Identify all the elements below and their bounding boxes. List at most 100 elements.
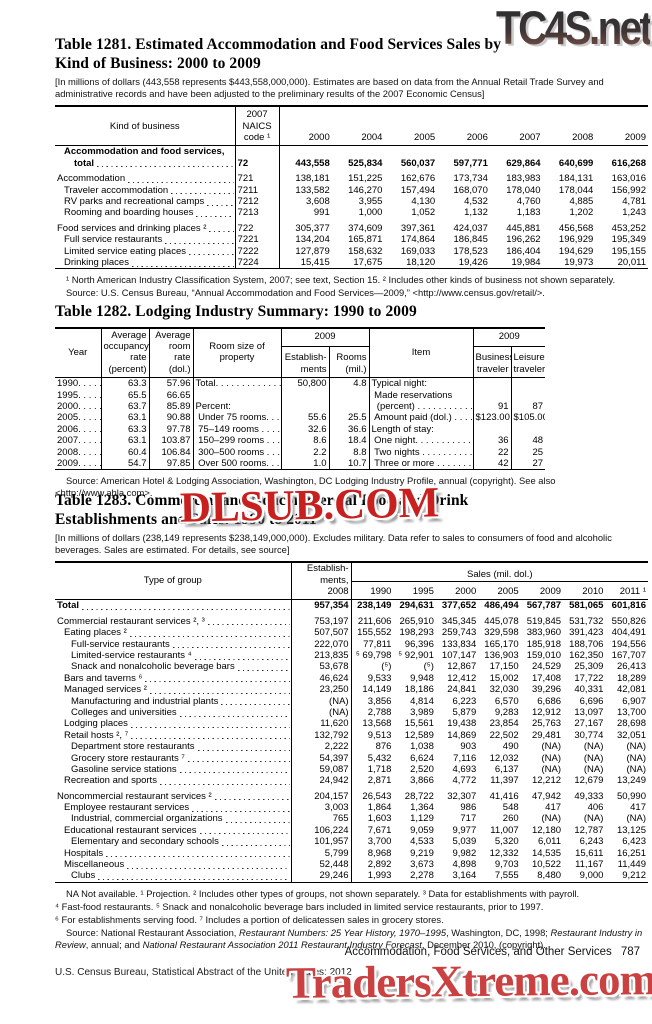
value-cell: 4,130 bbox=[411, 195, 436, 207]
occupancy-cell: 63.7 bbox=[100, 400, 149, 413]
table-row: Grocery store restaurants ⁷ 54,397 5,432 6,… bbox=[55, 752, 648, 764]
label-text: Total bbox=[57, 600, 79, 612]
business-cell: 22 bbox=[472, 446, 512, 458]
label-line: Lodging places bbox=[57, 718, 291, 729]
label-text: Employee restaurant services bbox=[64, 802, 190, 814]
row-label: Department store restaurants bbox=[55, 741, 291, 752]
table-row: Limited-service restaurants ⁴ 213,835 ⁵ 69… bbox=[55, 649, 648, 662]
naics-cell: 72 bbox=[234, 145, 280, 170]
dot-leader bbox=[145, 680, 290, 683]
row-label: Colleges and universities bbox=[55, 707, 291, 718]
room-rate-cell: 97.85 bbox=[148, 457, 193, 470]
value-cell: 525,834 bbox=[348, 157, 383, 169]
value-cell: 2,892 bbox=[367, 859, 392, 871]
value-cell: 7,555 bbox=[494, 870, 519, 882]
value-cell: 155,552 bbox=[357, 627, 392, 639]
dot-leader bbox=[225, 821, 290, 824]
table-row: Full service restaurants 7221 134,204 165,8… bbox=[55, 234, 648, 246]
sales-span-header: Sales (mil. dol.) bbox=[351, 562, 648, 582]
room-rate-cell: 97.78 bbox=[148, 423, 193, 436]
value-cell: 3,673 bbox=[410, 859, 434, 871]
year-header: 2008 bbox=[542, 106, 596, 147]
value-cell: 188,706 bbox=[569, 638, 604, 650]
value-cell: 238,149 bbox=[357, 600, 392, 612]
table-1283-title-line1: Table 1283. Commercial and Noncommercial… bbox=[55, 492, 469, 509]
year-header: 2009 bbox=[595, 106, 648, 147]
value-cell: 9,977 bbox=[452, 824, 477, 836]
dot-leader bbox=[188, 253, 234, 256]
value-cell: 6,137 bbox=[494, 763, 519, 775]
value-cell: 9,948 bbox=[410, 672, 434, 684]
value-cell: 10,522 bbox=[531, 859, 562, 871]
table-row: 2009. . . . . 54.7 97.85 Over 500 rooms. .… bbox=[55, 457, 546, 470]
row-label: Manufacturing and industrial plants bbox=[55, 696, 291, 707]
table-row: Managed services ² 23,250 14,149 18,186 24,8… bbox=[55, 684, 648, 696]
type-of-group-header: Type of group bbox=[55, 562, 292, 601]
value-cell: 986 bbox=[460, 802, 477, 814]
value-cell: 194,629 bbox=[558, 245, 594, 257]
establishments-cell: 29,246 bbox=[290, 870, 352, 883]
value-cell: 195,349 bbox=[611, 234, 646, 246]
value-cell: 424,037 bbox=[453, 222, 488, 234]
value-cell: 4,760 bbox=[516, 195, 541, 207]
room-rate-cell: 103.87 bbox=[148, 435, 193, 447]
naics-cell: 7211 bbox=[234, 184, 280, 196]
value-cell: 165,170 bbox=[484, 638, 519, 650]
year-cell: 2006. . . . . bbox=[57, 423, 101, 435]
value-cell: 4,693 bbox=[452, 763, 477, 775]
value-cell: 1,718 bbox=[367, 763, 392, 775]
business-cell bbox=[472, 377, 512, 390]
establishments-cell: 1.0 bbox=[280, 457, 329, 470]
row-label: Eating places ² bbox=[55, 627, 291, 638]
value-cell: 19,984 bbox=[511, 256, 541, 268]
year-header: 2005 bbox=[478, 581, 521, 601]
value-cell: 167,707 bbox=[611, 649, 646, 661]
dot-leader bbox=[214, 798, 290, 801]
label-text: Accommodation and food services, bbox=[64, 146, 225, 158]
label-text: total bbox=[74, 157, 95, 169]
value-cell: 1,364 bbox=[410, 802, 434, 814]
dot-leader bbox=[97, 165, 234, 168]
dot-leader bbox=[237, 669, 290, 672]
occupancy-cell: 60.4 bbox=[100, 446, 149, 458]
table-row: Full-service restaurants 222,070 77,811 96,… bbox=[55, 638, 648, 650]
row-label: Bars and taverns ⁶ bbox=[55, 673, 291, 684]
value-cell: 26,413 bbox=[616, 661, 646, 673]
value-cell: 6,011 bbox=[537, 836, 562, 848]
dot-leader bbox=[179, 771, 290, 774]
value-cell: (NA) bbox=[626, 752, 646, 764]
business-cell: 36 bbox=[472, 435, 512, 447]
value-cell: 107,147 bbox=[441, 649, 477, 661]
value-cell: 136,903 bbox=[484, 649, 519, 661]
value-cell: 24,529 bbox=[531, 661, 562, 673]
value-cell: 1,052 bbox=[411, 207, 436, 219]
dot-leader bbox=[171, 192, 234, 195]
label-text: Elementary and secondary schools bbox=[71, 836, 219, 848]
value-cell: 486,494 bbox=[484, 600, 519, 612]
label-line: Commercial restaurant services ², ³ bbox=[57, 616, 291, 627]
label-line: Bars and taverns ⁶ bbox=[57, 673, 291, 684]
rooms-cell bbox=[328, 389, 370, 401]
table-row: Drinking places 7224 15,415 17,675 18,120 19,… bbox=[55, 256, 648, 269]
label-text: Traveler accommodation bbox=[64, 184, 169, 196]
row-label: Accommodation and food services, total bbox=[55, 146, 235, 169]
establishments-cell: 55.6 bbox=[280, 412, 329, 424]
establishments-cell: 2,222 bbox=[290, 741, 352, 753]
table-head: Kind of business 2007 NAICS code ¹ 2000 200… bbox=[55, 106, 648, 147]
value-cell: 186,845 bbox=[453, 234, 488, 246]
value-cell: 5,039 bbox=[452, 836, 477, 848]
establishments-cell: (NA) bbox=[290, 706, 352, 719]
room-rate-cell: 106.84 bbox=[148, 446, 193, 458]
value-cell: 20,011 bbox=[617, 256, 646, 268]
value-cell: 13,700 bbox=[616, 706, 646, 718]
dot-leader bbox=[165, 242, 234, 245]
dot-leader bbox=[209, 230, 234, 233]
value-cell: 50,990 bbox=[616, 790, 646, 802]
rooms-cell: 36.6 bbox=[328, 423, 370, 436]
value-cell: 47,942 bbox=[531, 790, 562, 802]
value-cell: 4,898 bbox=[452, 859, 477, 871]
value-cell: 3,856 bbox=[367, 695, 392, 707]
establishments-cell: 222,070 bbox=[290, 638, 352, 650]
value-cell: 11,397 bbox=[490, 775, 519, 787]
label-line: Grocery store restaurants ⁷ bbox=[57, 753, 291, 764]
